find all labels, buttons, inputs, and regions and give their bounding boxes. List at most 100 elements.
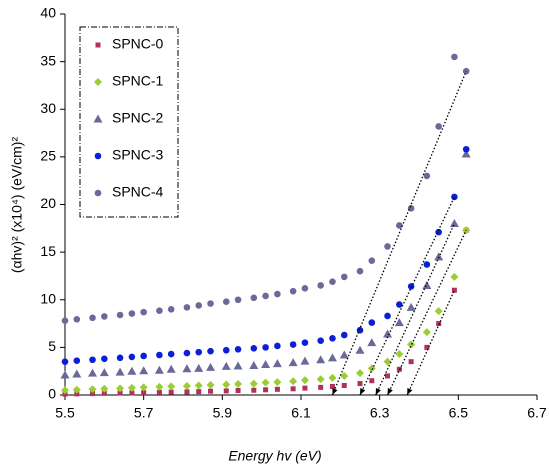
marker [166, 364, 176, 373]
marker [155, 382, 164, 391]
marker [72, 369, 82, 378]
marker [223, 388, 229, 394]
marker [451, 287, 457, 293]
marker [72, 385, 81, 394]
marker [235, 388, 241, 394]
marker [251, 387, 257, 393]
marker [234, 380, 243, 389]
marker [127, 383, 136, 392]
marker [357, 381, 363, 387]
marker [73, 315, 81, 323]
marker [206, 362, 216, 371]
marker [249, 379, 258, 388]
marker [117, 390, 123, 396]
marker [182, 364, 192, 373]
fit-line [359, 196, 455, 396]
marker [250, 294, 258, 302]
marker [207, 347, 214, 355]
marker [288, 358, 298, 367]
marker [383, 357, 392, 366]
marker [140, 308, 147, 316]
marker [140, 352, 147, 360]
marker [422, 328, 431, 337]
y-tick-label: 15 [40, 243, 56, 259]
arrow-head [332, 388, 338, 395]
marker [329, 383, 335, 389]
marker [300, 356, 310, 365]
marker [408, 359, 414, 365]
marker [317, 282, 324, 289]
marker [101, 313, 108, 320]
marker [116, 384, 125, 393]
marker [222, 380, 231, 389]
marker [74, 391, 80, 397]
legend-marker [94, 78, 102, 86]
marker [116, 311, 124, 319]
y-tick-label: 40 [40, 5, 56, 21]
legend-label: SPNC-2 [112, 110, 164, 126]
marker [384, 243, 391, 250]
marker [423, 172, 431, 180]
fit-line [386, 229, 467, 396]
marker [434, 307, 443, 316]
marker [88, 385, 97, 394]
x-tick-label: 5.5 [55, 405, 75, 421]
marker [273, 378, 282, 387]
marker [129, 390, 135, 396]
marker [300, 376, 309, 385]
legend-marker [94, 152, 102, 160]
marker [368, 319, 376, 326]
marker [233, 361, 243, 370]
marker [274, 290, 281, 298]
marker [449, 219, 459, 228]
marker [139, 383, 148, 392]
marker [73, 357, 81, 365]
marker [184, 389, 190, 395]
marker [167, 382, 176, 391]
marker [194, 381, 203, 390]
marker [88, 368, 98, 377]
marker [385, 373, 391, 379]
marker [194, 363, 204, 372]
marker [89, 356, 96, 364]
marker [450, 272, 459, 281]
marker [156, 351, 163, 359]
marker [435, 123, 442, 130]
marker [316, 375, 325, 384]
marker [422, 280, 432, 289]
arrow-head [360, 388, 366, 395]
marker [340, 273, 348, 281]
marker [116, 354, 124, 362]
marker [156, 307, 163, 315]
marker [154, 365, 164, 374]
marker [262, 344, 269, 351]
marker [61, 317, 69, 325]
y-tick-label: 0 [48, 386, 56, 402]
x-tick-label: 6.5 [449, 405, 469, 421]
marker [329, 335, 336, 342]
y-tick-label: 5 [48, 338, 56, 354]
marker [329, 278, 336, 285]
marker [341, 382, 347, 388]
marker [316, 355, 326, 364]
marker [318, 384, 324, 390]
marker [261, 378, 270, 387]
legend-label: SPNC-3 [112, 147, 164, 163]
y-tick-label: 10 [40, 290, 56, 306]
marker [434, 252, 444, 261]
marker [367, 338, 377, 347]
marker [339, 350, 349, 359]
marker [407, 340, 416, 349]
marker [272, 359, 282, 368]
marker [183, 304, 191, 311]
legend-marker [95, 42, 101, 48]
legend-marker [93, 114, 103, 123]
marker [234, 296, 242, 304]
y-tick-label: 30 [40, 100, 56, 116]
marker [167, 350, 175, 358]
marker [222, 298, 230, 305]
marker [328, 373, 337, 382]
marker [195, 302, 203, 309]
marker [156, 389, 162, 395]
